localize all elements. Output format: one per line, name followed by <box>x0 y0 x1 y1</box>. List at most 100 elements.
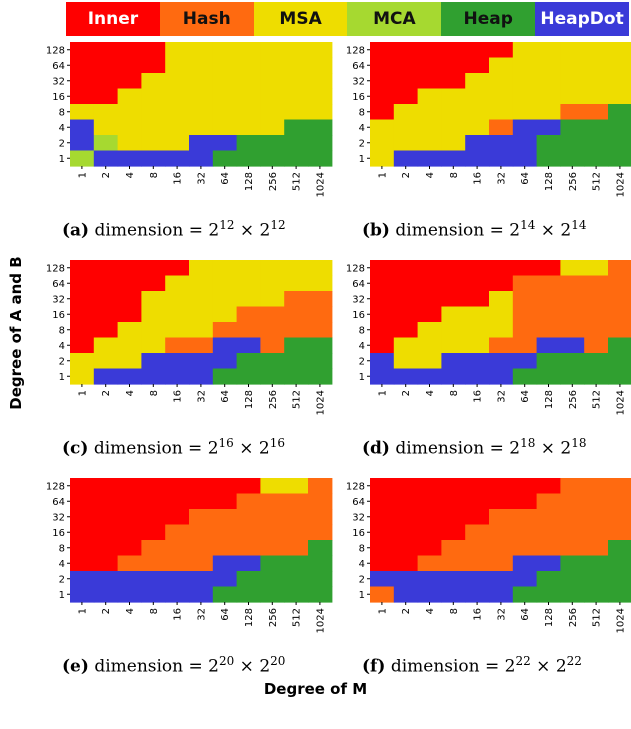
x-tick-label: 256 <box>568 608 579 627</box>
heatmap-cell <box>284 478 309 495</box>
heatmap-cell <box>93 275 119 292</box>
heatmap-cell <box>260 509 285 526</box>
heatmap-cell <box>308 555 333 572</box>
heatmap-cell <box>165 275 190 292</box>
heatmap-cell <box>465 571 490 588</box>
heatmap-cell <box>189 524 214 541</box>
heatmap-cell <box>393 540 419 557</box>
heatmap-cell <box>465 104 490 121</box>
heatmap-cell <box>441 586 466 603</box>
x-tick-label: 16 <box>473 608 484 621</box>
heatmap-cell <box>260 337 285 354</box>
heatmap-cell <box>165 150 190 167</box>
heatmap-cell <box>560 104 585 121</box>
heatmap-cell <box>260 306 285 323</box>
y-tick-label: 16 <box>52 310 65 321</box>
heatmap-cell <box>512 150 538 167</box>
heatmap-cell <box>260 104 285 121</box>
y-tick-label: 2 <box>59 574 65 585</box>
heatmap-cell <box>584 368 609 385</box>
heatmap-cell <box>284 104 309 121</box>
heatmap-cell <box>70 586 95 603</box>
x-tick-label: 8 <box>449 608 460 614</box>
heatmap-cell <box>141 291 166 308</box>
heatmap-cell <box>260 322 285 339</box>
heatmap-cell <box>93 73 119 90</box>
heatmap-cell <box>93 57 119 74</box>
heatmap-cell <box>370 493 395 510</box>
heatmap-cell <box>165 104 190 121</box>
heatmap-cell <box>560 509 585 526</box>
x-tick-label: 32 <box>496 390 507 403</box>
x-tick-label: 1 <box>377 172 388 178</box>
x-tick-label: 512 <box>592 390 603 409</box>
heatmap-cell <box>393 73 419 90</box>
heatmap-cell <box>189 353 214 370</box>
heatmap-cell <box>212 586 238 603</box>
heatmap-cell <box>370 540 395 557</box>
heatmap-cell <box>512 368 538 385</box>
heatmap-cell <box>189 555 214 572</box>
x-tick-label: 1024 <box>315 608 326 633</box>
heatmap-cell <box>284 119 309 136</box>
y-tick-label: 16 <box>352 528 365 539</box>
x-tick-label: 2 <box>401 172 412 178</box>
heatmap-cell <box>284 509 309 526</box>
heatmap-cell <box>417 540 442 557</box>
heatmap-cell <box>189 509 214 526</box>
heatmap-cell <box>141 509 166 526</box>
heatmap-cell <box>165 88 190 105</box>
heatmap-cell <box>93 306 119 323</box>
heatmap-cell <box>489 524 514 541</box>
x-tick-label: 512 <box>292 172 303 191</box>
heatmap-cell <box>212 42 238 59</box>
heatmap-cell <box>465 540 490 557</box>
x-tick-label: 1024 <box>615 390 626 415</box>
heatmap-cell <box>608 275 631 292</box>
heatmap-cell <box>70 509 95 526</box>
heatmap-cell <box>441 291 466 308</box>
heatmap-panel: 1 2 4 8 16 32 64 128 1 2 4 8 16 32 64 128 256 512 1024 <box>46 260 333 415</box>
heatmap-cell <box>189 540 214 557</box>
heatmap-cell <box>441 135 466 152</box>
x-tick-label: 1024 <box>315 172 326 197</box>
heatmap-cell <box>465 150 490 167</box>
heatmap-cell <box>370 478 395 495</box>
heatmap-cell <box>284 337 309 354</box>
heatmap-cell <box>393 306 419 323</box>
x-tick-label: 8 <box>149 390 160 396</box>
heatmap-cell <box>284 275 309 292</box>
heatmap-cell <box>584 337 609 354</box>
heatmap-cell <box>512 57 538 74</box>
heatmap-cell <box>536 260 561 277</box>
y-tick-label: 64 <box>52 61 65 72</box>
y-tick-label: 1 <box>359 372 365 383</box>
heatmap-cell <box>236 88 261 105</box>
y-tick-label: 1 <box>59 590 65 601</box>
heatmap-cell <box>608 337 631 354</box>
y-tick-label: 128 <box>346 481 365 492</box>
heatmap-cell <box>393 322 419 339</box>
y-tick-label: 8 <box>59 325 65 336</box>
legend-item-heapdot: HeapDot <box>535 2 629 36</box>
x-tick-label: 512 <box>592 608 603 627</box>
x-tick-label: 256 <box>268 172 279 191</box>
heatmap-cell <box>70 291 95 308</box>
caption-f: (f) dimension = 222 × 222 <box>362 654 582 677</box>
heatmap-cell <box>189 73 214 90</box>
legend-item-mca: MCA <box>347 2 442 36</box>
heatmap-cell <box>465 368 490 385</box>
heatmap-cell <box>93 524 119 541</box>
heatmap-cell <box>236 57 261 74</box>
y-tick-label: 32 <box>352 76 365 87</box>
heatmap-cell <box>308 353 333 370</box>
heatmap-cell <box>560 150 585 167</box>
heatmap-cell <box>465 88 490 105</box>
heatmap-cell <box>489 322 514 339</box>
heatmap-cell <box>308 509 333 526</box>
heatmap-cell <box>393 150 419 167</box>
heatmap-cell <box>441 353 466 370</box>
x-tick-label: 512 <box>592 172 603 191</box>
heatmap-cell <box>93 150 119 167</box>
